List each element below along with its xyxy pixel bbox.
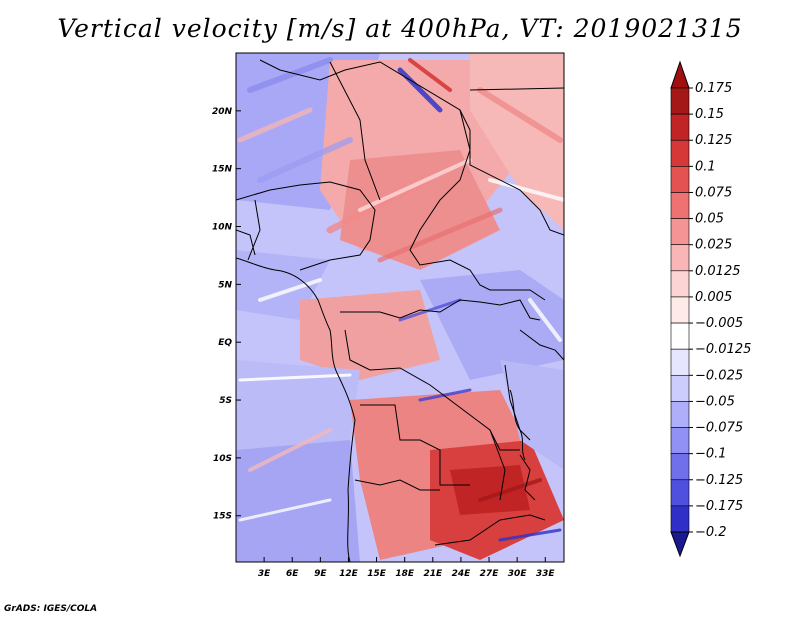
- colorbar-swatch: [670, 139, 690, 167]
- colorbar-label: 0.025: [695, 238, 732, 253]
- colorbar-label: −0.175: [695, 499, 743, 514]
- y-tick-label: 5S: [219, 396, 232, 406]
- colorbar-label: −0.005: [695, 316, 743, 331]
- colorbar-swatch: [670, 218, 690, 246]
- colorbar-swatch: [670, 244, 690, 272]
- map-title: Vertical velocity [m/s] at 400hPa, VT: 2…: [57, 14, 743, 43]
- colorbar-swatch: [670, 166, 690, 193]
- colorbar-top-arrow: [670, 60, 690, 89]
- y-tick-label: 5N: [218, 280, 232, 290]
- colorbar-swatch: [670, 453, 690, 481]
- colorbar-label: −0.1: [695, 447, 727, 462]
- axis-ticks: 3E 6E 9E 12E 15E 18E 21E 24E 27E 30E 33E 20N 15N 10N 5…: [212, 107, 556, 579]
- colorbar-label: −0.05: [695, 394, 735, 409]
- colorbar-label: −0.2: [695, 525, 727, 540]
- y-tick-label: 10S: [213, 454, 232, 464]
- colorbar-swatch: [670, 87, 690, 115]
- colorbar-label: 0.1: [695, 159, 716, 174]
- colorbar-bottom-arrow: [670, 531, 690, 558]
- x-tick-label: 12E: [339, 569, 359, 579]
- grads-credit: GrADS: IGES/COLA: [4, 604, 98, 614]
- y-tick-label: 15S: [213, 512, 232, 522]
- colorbar-label: −0.025: [695, 368, 743, 383]
- country-borders: [236, 59, 564, 562]
- colorbar-label: −0.125: [695, 473, 743, 488]
- x-tick-label: 9E: [314, 569, 327, 579]
- colorbar-swatch: [670, 270, 690, 298]
- colorbar-label: 0.005: [695, 290, 732, 305]
- x-tick-label: 18E: [395, 569, 415, 579]
- colorbar-swatch: [670, 401, 690, 428]
- velocity-field: [236, 53, 564, 562]
- x-tick-label: 21E: [423, 569, 443, 579]
- colorbar-label: 0.0125: [695, 264, 741, 279]
- colorbar-swatch: [670, 192, 690, 219]
- colorbar-swatch: [670, 296, 690, 324]
- colorbar-swatch: [670, 322, 690, 350]
- x-tick-label: 6E: [286, 569, 299, 579]
- colorbar-swatch: [670, 348, 690, 376]
- y-tick-label: 10N: [212, 223, 233, 233]
- x-tick-label: 30E: [508, 569, 528, 579]
- x-tick-label: 24E: [452, 569, 472, 579]
- colorbar-label: 0.125: [695, 133, 732, 148]
- colorbar-label: 0.05: [695, 212, 724, 227]
- x-tick-label: 27E: [480, 569, 500, 579]
- y-tick-label: 15N: [212, 165, 233, 175]
- colorbar-swatch: [670, 374, 690, 402]
- colorbar-swatch: [670, 113, 690, 141]
- colorbar-swatch: [670, 479, 690, 507]
- colorbar-label: −0.0125: [695, 342, 751, 357]
- colorbar: 0.175 0.15 0.125 0.1 0.075 0.05 0.025 0.0125 0.0…: [670, 60, 751, 558]
- colorbar-label: 0.175: [695, 81, 732, 96]
- colorbar-label: −0.075: [695, 421, 743, 436]
- colorbar-swatch: [670, 427, 690, 454]
- colorbar-label: 0.15: [695, 107, 724, 122]
- x-tick-label: 33E: [536, 569, 556, 579]
- map-frame: [235, 52, 565, 563]
- y-tick-label: EQ: [218, 338, 232, 348]
- y-tick-label: 20N: [212, 107, 233, 117]
- x-tick-label: 3E: [258, 569, 271, 579]
- colorbar-label: 0.075: [695, 185, 732, 200]
- x-tick-label: 15E: [367, 569, 387, 579]
- colorbar-swatch: [670, 505, 690, 533]
